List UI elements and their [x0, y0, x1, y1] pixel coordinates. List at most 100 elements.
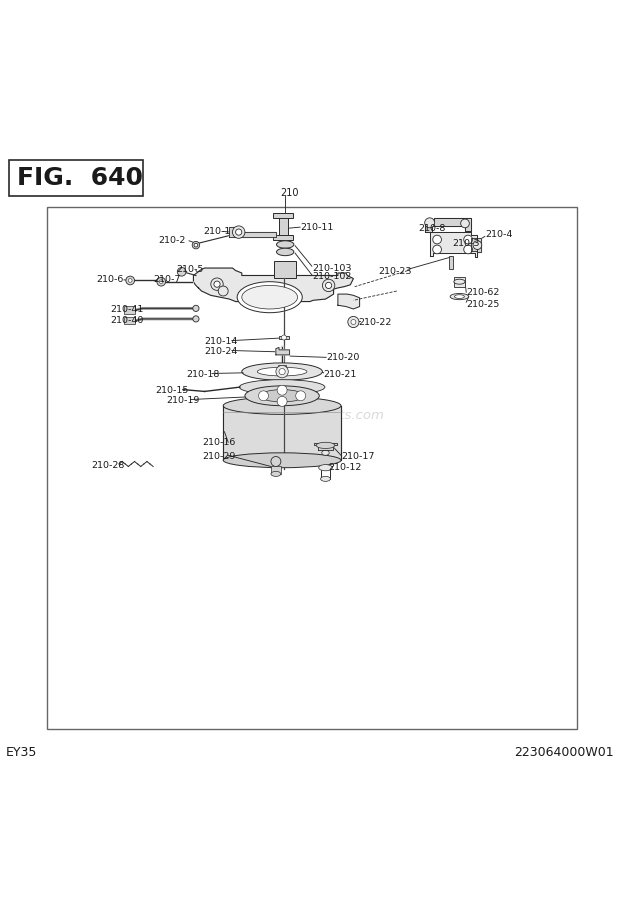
Ellipse shape: [223, 397, 341, 414]
Bar: [46, 207, 577, 729]
Ellipse shape: [277, 241, 294, 248]
Ellipse shape: [239, 379, 325, 394]
Text: 210-2: 210-2: [158, 236, 185, 246]
Circle shape: [271, 457, 281, 466]
Ellipse shape: [321, 476, 330, 481]
Circle shape: [326, 282, 332, 289]
Circle shape: [433, 235, 441, 244]
Polygon shape: [229, 227, 276, 237]
Text: 210: 210: [280, 188, 299, 198]
Text: eReplacementParts.com: eReplacementParts.com: [223, 409, 385, 422]
Circle shape: [277, 385, 287, 395]
Text: 210-29: 210-29: [202, 452, 236, 462]
Bar: [278, 365, 286, 368]
Text: 210-4: 210-4: [485, 230, 512, 239]
Text: 210-19: 210-19: [166, 396, 200, 405]
Ellipse shape: [450, 294, 469, 300]
Text: 210-1: 210-1: [203, 227, 231, 236]
Circle shape: [461, 219, 469, 228]
Circle shape: [259, 390, 268, 401]
Bar: [9, 161, 143, 197]
Circle shape: [159, 280, 163, 283]
Circle shape: [276, 366, 288, 378]
Bar: [279, 216, 288, 238]
Polygon shape: [430, 232, 477, 257]
Circle shape: [236, 229, 242, 235]
Circle shape: [194, 244, 198, 247]
Polygon shape: [223, 406, 341, 461]
Polygon shape: [338, 294, 360, 309]
Text: 210-7: 210-7: [154, 275, 181, 284]
Bar: [454, 277, 465, 287]
Text: 210-28: 210-28: [92, 461, 125, 470]
Text: 210-23: 210-23: [378, 267, 412, 276]
Polygon shape: [276, 347, 290, 354]
Bar: [124, 317, 135, 325]
Text: 210-25: 210-25: [466, 300, 500, 308]
Ellipse shape: [257, 367, 307, 376]
Bar: [274, 260, 296, 278]
Ellipse shape: [223, 453, 341, 468]
Polygon shape: [314, 443, 337, 450]
Polygon shape: [425, 219, 471, 232]
Text: 210-6: 210-6: [96, 275, 123, 284]
Circle shape: [322, 280, 335, 292]
Text: 210-14: 210-14: [205, 337, 238, 346]
Bar: [273, 234, 293, 240]
Circle shape: [128, 279, 132, 282]
Text: EY35: EY35: [6, 747, 38, 760]
Circle shape: [348, 317, 359, 328]
Circle shape: [214, 282, 220, 287]
Text: 210-8: 210-8: [418, 224, 445, 233]
Text: 210-103: 210-103: [312, 264, 352, 272]
Text: 210-62: 210-62: [466, 288, 500, 296]
Circle shape: [193, 316, 199, 322]
Ellipse shape: [245, 386, 319, 406]
Circle shape: [425, 218, 435, 228]
Circle shape: [351, 319, 356, 325]
Text: 210-15: 210-15: [155, 387, 188, 395]
Circle shape: [192, 242, 200, 249]
Circle shape: [281, 335, 286, 340]
Ellipse shape: [242, 363, 322, 380]
Bar: [273, 213, 293, 218]
Text: 210-21: 210-21: [324, 369, 357, 378]
Bar: [279, 336, 289, 340]
Ellipse shape: [322, 450, 329, 455]
Ellipse shape: [319, 464, 332, 471]
Text: FIG.  640: FIG. 640: [17, 166, 143, 190]
Text: 210-20: 210-20: [326, 353, 360, 362]
Polygon shape: [471, 238, 480, 252]
Bar: [271, 466, 281, 473]
Text: 210-12: 210-12: [329, 463, 362, 473]
Text: 210-41: 210-41: [110, 306, 144, 314]
Circle shape: [211, 278, 223, 291]
Text: 223064000W01: 223064000W01: [514, 747, 614, 760]
Polygon shape: [193, 268, 353, 302]
Circle shape: [126, 276, 135, 285]
Circle shape: [193, 306, 199, 311]
Ellipse shape: [260, 390, 304, 402]
Text: 210-102: 210-102: [312, 272, 352, 282]
Bar: [124, 306, 135, 314]
Bar: [449, 256, 453, 270]
Ellipse shape: [454, 294, 464, 298]
Text: 210-22: 210-22: [358, 318, 392, 327]
Circle shape: [433, 246, 441, 254]
Ellipse shape: [277, 248, 294, 256]
Text: 210-18: 210-18: [186, 369, 219, 378]
Text: 210-24: 210-24: [205, 347, 238, 356]
Circle shape: [218, 286, 228, 296]
Circle shape: [177, 268, 186, 276]
Circle shape: [464, 246, 472, 254]
Ellipse shape: [316, 442, 335, 449]
Ellipse shape: [271, 472, 281, 476]
Text: 210-3: 210-3: [453, 239, 480, 247]
Text: 210-40: 210-40: [110, 316, 144, 325]
Text: 210-17: 210-17: [341, 452, 374, 462]
Circle shape: [279, 368, 285, 375]
Ellipse shape: [237, 282, 303, 313]
Text: 210-5: 210-5: [176, 265, 203, 274]
Circle shape: [464, 235, 472, 244]
Ellipse shape: [454, 280, 465, 284]
